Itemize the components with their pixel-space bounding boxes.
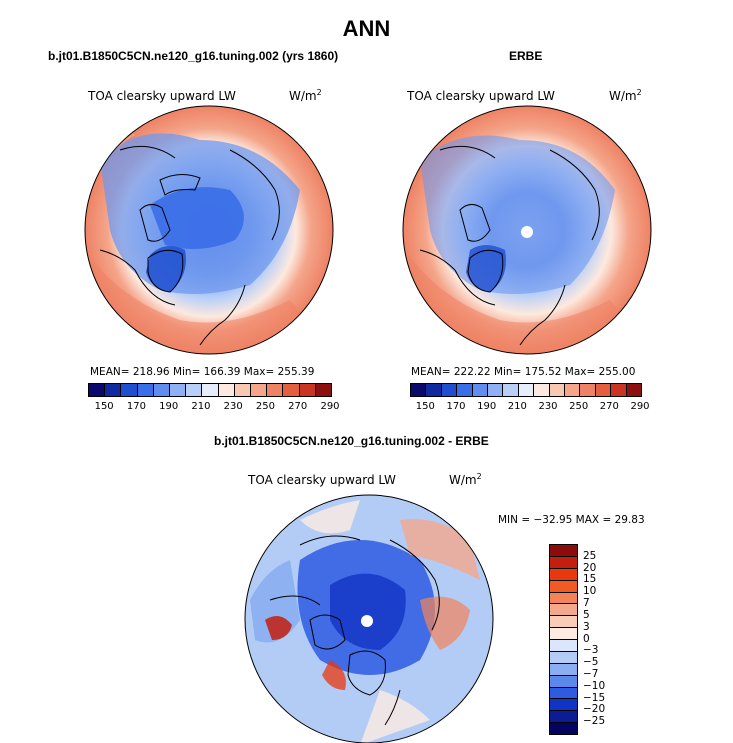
colorbar-tick-label: −3 — [583, 644, 599, 657]
colorbar-tick-label: 15 — [583, 573, 597, 586]
colorbar-ticks-difference: 25 20 15 10 7 5 3 0 −3 −5 −7 −10 −15 −20 −25 — [583, 544, 623, 733]
colorbar-swatch — [550, 580, 577, 593]
units-label-difference: W/m2 — [449, 472, 482, 487]
colorbar-tick-label: 270 — [288, 401, 308, 412]
colorbar-tick-label: 250 — [569, 401, 589, 412]
variable-label-model: TOA clearsky upward LW — [88, 89, 236, 103]
colorbar-swatch — [550, 699, 577, 712]
colorbar-swatch — [549, 384, 566, 396]
colorbar-swatch — [457, 384, 473, 396]
colorbar-tick-label: 190 — [159, 401, 179, 412]
colorbar-tick-label: 170 — [446, 401, 466, 412]
panel-title-model: b.jt01.B1850C5CN.ne120_g16.tuning.002 (y… — [48, 49, 339, 63]
figure-title: ANN — [342, 16, 391, 41]
colorbar-swatch — [550, 675, 577, 688]
colorbar-tick-label: 230 — [223, 401, 243, 412]
colorbar-tick-label: 5 — [583, 608, 590, 621]
colorbar-swatch — [565, 384, 581, 396]
colorbar-swatch — [202, 384, 219, 396]
colorbar-ticks-erbe: 150 170 190 210 230 250 270 290 — [410, 401, 650, 415]
colorbar-swatch — [137, 384, 154, 396]
variable-label-erbe: TOA clearsky upward LW — [407, 89, 555, 103]
stats-erbe: MEAN= 222.22 Min= 175.52 Max= 255.00 — [411, 366, 636, 378]
colorbar-tick-label: 210 — [507, 401, 527, 412]
colorbar-swatch — [488, 384, 504, 396]
colorbar-swatch — [426, 384, 442, 396]
colorbar-swatch — [283, 384, 300, 396]
colorbar-swatch — [550, 604, 577, 617]
colorbar-swatch — [550, 616, 577, 629]
colorbar-erbe — [410, 383, 642, 397]
variable-label-difference: TOA clearsky upward LW — [248, 473, 396, 487]
colorbar-swatch — [234, 384, 252, 396]
colorbar-swatch — [89, 384, 106, 396]
pole-hole-erbe — [521, 226, 533, 238]
colorbar-swatch — [550, 651, 577, 664]
units-label-model: W/m2 — [289, 88, 322, 103]
colorbar-swatch — [550, 640, 577, 652]
colorbar-tick-label: −5 — [583, 656, 599, 669]
colorbar-tick-label: 230 — [538, 401, 558, 412]
colorbar-tick-label: 190 — [477, 401, 497, 412]
colorbar-swatch — [626, 384, 642, 396]
colorbar-swatch — [550, 592, 577, 605]
colorbar-tick-label: −20 — [583, 703, 606, 716]
colorbar-tick-label: 170 — [126, 401, 146, 412]
colorbar-swatch — [550, 628, 577, 640]
colorbar-ticks-model: 150 170 190 210 230 250 270 290 — [88, 401, 340, 415]
colorbar-swatch — [550, 545, 577, 557]
colorbar-tick-label: 210 — [191, 401, 211, 412]
colorbar-tick-label: 290 — [630, 401, 650, 412]
colorbar-swatch — [299, 384, 316, 396]
colorbar-tick-label: 270 — [599, 401, 619, 412]
colorbar-swatch — [550, 663, 577, 676]
colorbar-swatch — [411, 384, 427, 396]
colorbar-swatch — [170, 384, 187, 396]
colorbar-swatch — [105, 384, 122, 396]
colorbar-tick-label: 150 — [415, 401, 435, 412]
colorbar-swatch — [550, 711, 577, 724]
colorbar-tick-label: −7 — [583, 667, 599, 680]
colorbar-tick-label: −10 — [583, 679, 606, 692]
colorbar-tick-label: 250 — [255, 401, 275, 412]
colorbar-swatch — [472, 384, 489, 396]
units-label-erbe: W/m2 — [609, 88, 642, 103]
pole-hole-difference — [361, 615, 373, 627]
colorbar-tick-label: −25 — [583, 715, 606, 728]
colorbar-difference — [549, 544, 578, 735]
colorbar-swatch — [121, 384, 138, 396]
colorbar-swatch — [595, 384, 612, 396]
colorbar-swatch — [550, 723, 577, 734]
colorbar-tick-label: 3 — [583, 620, 590, 633]
stats-model: MEAN= 218.96 Min= 166.39 Max= 255.39 — [90, 366, 315, 378]
colorbar-tick-label: 150 — [94, 401, 114, 412]
colorbar-swatch — [251, 384, 268, 396]
colorbar-tick-label: 20 — [583, 561, 597, 574]
colorbar-swatch — [441, 384, 458, 396]
panel-title-difference: b.jt01.B1850C5CN.ne120_g16.tuning.002 - … — [214, 434, 489, 448]
colorbar-swatch — [518, 384, 535, 396]
colorbar-swatch — [267, 384, 284, 396]
colorbar-swatch — [315, 384, 332, 396]
colorbar-tick-label: −15 — [583, 691, 606, 704]
colorbar-tick-label: 290 — [320, 401, 340, 412]
colorbar-swatch — [534, 384, 550, 396]
panel-title-erbe: ERBE — [509, 49, 543, 63]
colorbar-tick-label: 7 — [583, 597, 590, 610]
colorbar-swatch — [611, 384, 627, 396]
colorbar-swatch — [550, 687, 577, 700]
colorbar-swatch — [503, 384, 519, 396]
colorbar-swatch — [186, 384, 203, 396]
colorbar-swatch — [580, 384, 596, 396]
range-text-difference: MIN = −32.95 MAX = 29.83 — [498, 514, 645, 526]
colorbar-tick-label: 25 — [583, 549, 597, 562]
colorbar-tick-label: 10 — [583, 585, 597, 598]
colorbar-model — [88, 383, 332, 397]
colorbar-swatch — [218, 384, 235, 396]
colorbar-swatch — [153, 384, 171, 396]
colorbar-swatch — [550, 568, 577, 581]
colorbar-tick-label: 0 — [583, 632, 590, 645]
colorbar-swatch — [550, 556, 577, 569]
